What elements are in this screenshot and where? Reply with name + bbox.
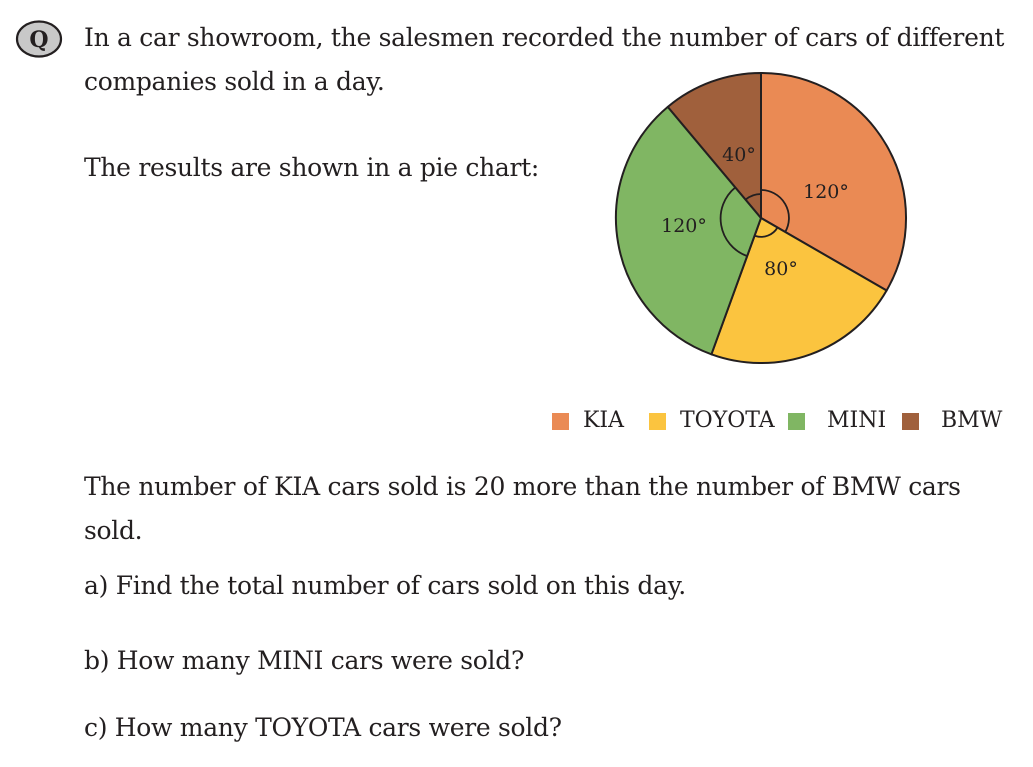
legend-swatch-mini [788,412,805,430]
legend-swatch-kia [552,412,569,430]
angle-arc-kia [760,189,790,233]
angle-arc-toyota [755,227,779,238]
pie-slice-bmw [666,72,762,219]
part-b-text: b) How many MINI cars were sold? [84,646,525,675]
part-c-text: c) How many TOYOTA cars were sold? [84,713,562,742]
legend-item-toyota: TOYOTA [649,409,775,433]
condition-text-line1: The number of KIA cars sold is 20 more t… [84,472,961,501]
slice-label-kia: 120° [803,181,849,203]
legend-label-toyota: TOYOTA [680,408,775,433]
results-text: The results are shown in a pie chart: [84,153,540,182]
legend-item-mini: MINI [788,409,886,433]
intro-text-line1: In a car showroom, the salesmen recorded… [84,23,1005,52]
pie-slice-kia [760,72,908,292]
angle-arc-bmw [745,193,762,201]
question-badge: Q [15,20,63,58]
slice-label-toyota: 80° [764,258,798,280]
question-badge-label: Q [29,27,48,53]
pie-slice-toyota [710,217,888,365]
legend-swatch-bmw [902,412,919,430]
legend-swatch-toyota [649,412,666,430]
slice-label-mini: 120° [661,215,707,237]
angle-arc-mini [719,186,748,257]
legend-item-kia: KIA [552,409,624,433]
intro-text-line2: companies sold in a day. [84,67,385,96]
slice-label-bmw: 40° [722,144,756,166]
legend-label-mini: MINI [827,408,887,433]
pie-slice-mini [614,105,762,356]
condition-text-line2: sold. [84,516,143,545]
legend-label-kia: KIA [583,408,625,433]
legend-item-bmw: BMW [902,409,1002,433]
legend-label-bmw: BMW [941,408,1003,433]
part-a-text: a) Find the total number of cars sold on… [84,571,686,600]
